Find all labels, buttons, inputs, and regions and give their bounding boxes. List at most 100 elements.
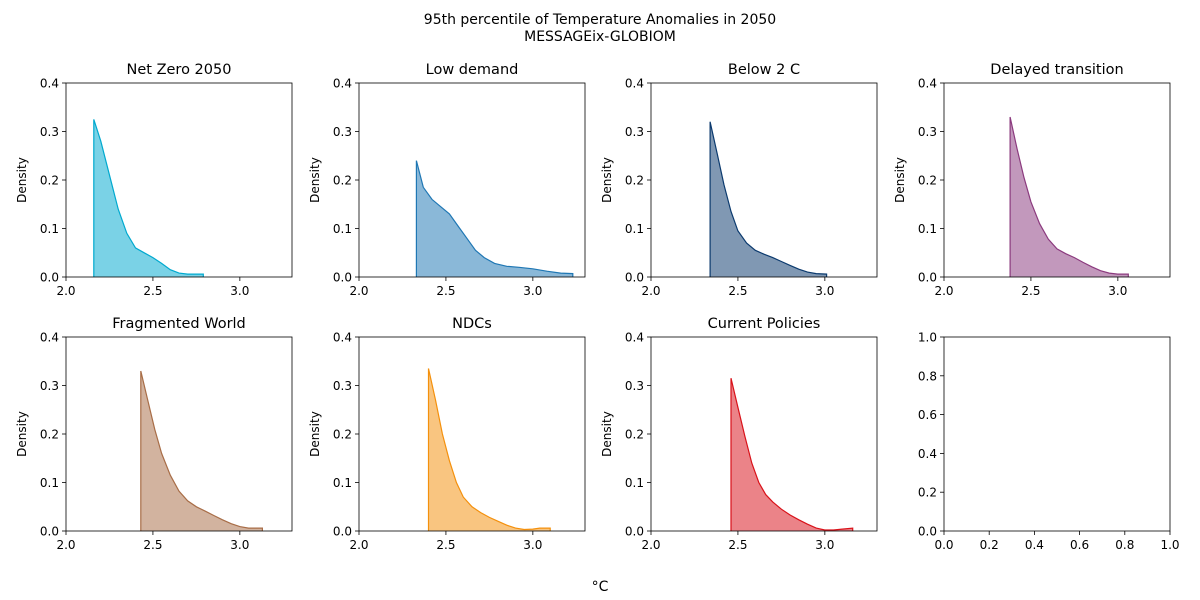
x-tick-label: 2.0 bbox=[641, 284, 660, 298]
density-area bbox=[710, 121, 827, 277]
axes-frame bbox=[943, 336, 1171, 532]
y-tick-label: 0.3 bbox=[625, 125, 644, 139]
y-tick-label: 0.3 bbox=[40, 379, 59, 393]
x-tick-label: 2.0 bbox=[349, 284, 368, 298]
y-tick-label: 0.3 bbox=[333, 125, 352, 139]
density-line bbox=[730, 378, 854, 531]
x-tick-label: 3.0 bbox=[815, 284, 834, 298]
axes-frame bbox=[943, 82, 1171, 278]
y-tick-label: 0.6 bbox=[918, 408, 937, 422]
x-tick-label: 0.4 bbox=[1025, 538, 1044, 552]
y-tick-label: 0.2 bbox=[918, 174, 937, 188]
panel-4: 2.0 2.5 3.0 0.0 0.1 0.2 0.3 0.4 Delayed transiti… bbox=[893, 62, 1171, 298]
y-tick-label: 0.8 bbox=[918, 369, 937, 383]
y-axis-label: Density bbox=[600, 411, 614, 457]
y-tick-label: 0.1 bbox=[333, 222, 352, 236]
subplot-title: Fragmented World bbox=[112, 316, 246, 332]
y-tick-label: 0.4 bbox=[40, 331, 59, 345]
y-tick-label: 0.0 bbox=[333, 525, 352, 539]
subplot-title: NDCs bbox=[452, 316, 492, 332]
panel-grid: 2.0 2.5 3.0 0.0 0.1 0.2 0.3 0.4 Net Zero 2050 Den… bbox=[15, 62, 1180, 552]
x-tick-label: 0.6 bbox=[1070, 538, 1089, 552]
x-tick-label: 1.0 bbox=[1160, 538, 1179, 552]
y-tick-label: 0.4 bbox=[625, 331, 644, 345]
x-tick-label: 2.5 bbox=[436, 284, 455, 298]
y-tick-label: 0.1 bbox=[40, 476, 59, 490]
x-tick-label: 2.0 bbox=[349, 538, 368, 552]
y-tick-label: 0.4 bbox=[40, 77, 59, 91]
y-axis-label: Density bbox=[15, 157, 29, 203]
density-area bbox=[428, 368, 551, 531]
y-tick-label: 0.2 bbox=[40, 428, 59, 442]
panel-7: 2.0 2.5 3.0 0.0 0.1 0.2 0.3 0.4 Current Policies… bbox=[600, 316, 878, 552]
y-axis-label: Density bbox=[308, 411, 322, 457]
y-axis-label: Density bbox=[15, 411, 29, 457]
density-line bbox=[415, 160, 574, 277]
x-tick-label: 0.2 bbox=[980, 538, 999, 552]
x-tick-label: 3.0 bbox=[230, 284, 249, 298]
x-tick-label: 3.0 bbox=[523, 538, 542, 552]
y-tick-label: 0.0 bbox=[40, 271, 59, 285]
panel-1: 2.0 2.5 3.0 0.0 0.1 0.2 0.3 0.4 Net Zero 2050 Den… bbox=[15, 62, 293, 298]
density-line bbox=[140, 370, 263, 531]
axes-frame bbox=[650, 82, 878, 278]
density-line bbox=[427, 368, 551, 531]
y-tick-label: 0.0 bbox=[625, 525, 644, 539]
y-tick-label: 0.2 bbox=[333, 174, 352, 188]
x-tick-label: 3.0 bbox=[1108, 284, 1127, 298]
subplot-title: Current Policies bbox=[708, 316, 821, 332]
y-tick-label: 0.4 bbox=[918, 447, 937, 461]
y-tick-label: 0.4 bbox=[918, 77, 937, 91]
y-tick-label: 0.0 bbox=[918, 271, 937, 285]
y-tick-label: 0.4 bbox=[333, 77, 352, 91]
density-area bbox=[140, 371, 263, 531]
x-tick-label: 2.5 bbox=[728, 538, 747, 552]
x-tick-label: 2.5 bbox=[728, 284, 747, 298]
density-area bbox=[1010, 117, 1129, 277]
y-tick-label: 0.2 bbox=[625, 174, 644, 188]
subplot-title: Below 2 C bbox=[728, 62, 800, 78]
y-tick-label: 0.3 bbox=[625, 379, 644, 393]
y-tick-label: 0.2 bbox=[40, 174, 59, 188]
y-tick-label: 0.4 bbox=[625, 77, 644, 91]
y-tick-label: 0.2 bbox=[333, 428, 352, 442]
figure-x-axis-label: °C bbox=[592, 579, 609, 595]
x-tick-label: 3.0 bbox=[815, 538, 834, 552]
density-line bbox=[1009, 116, 1129, 277]
figure-title-line1: 95th percentile of Temperature Anomalies… bbox=[424, 12, 776, 28]
x-tick-label: 0.8 bbox=[1115, 538, 1134, 552]
density-area bbox=[93, 119, 204, 278]
y-tick-label: 0.1 bbox=[625, 476, 644, 490]
density-area bbox=[731, 378, 853, 531]
x-tick-label: 2.5 bbox=[436, 538, 455, 552]
y-axis-label: Density bbox=[893, 157, 907, 203]
y-tick-label: 0.3 bbox=[918, 125, 937, 139]
x-tick-label: 3.0 bbox=[230, 538, 249, 552]
subplot-title: Delayed transition bbox=[990, 62, 1123, 78]
y-tick-label: 0.2 bbox=[625, 428, 644, 442]
y-tick-label: 1.0 bbox=[918, 331, 937, 345]
panel-3: 2.0 2.5 3.0 0.0 0.1 0.2 0.3 0.4 Below 2 C Density bbox=[600, 62, 878, 298]
density-line bbox=[709, 121, 828, 277]
x-tick-label: 2.0 bbox=[641, 538, 660, 552]
y-tick-label: 0.0 bbox=[40, 525, 59, 539]
axes-frame bbox=[358, 336, 586, 532]
y-axis-label: Density bbox=[600, 157, 614, 203]
subplot-title: Low demand bbox=[426, 62, 519, 78]
panel-8: 0.0 0.2 0.4 0.6 0.8 1.0 0.0 0.2 0.4 0.6 0.8 1.0 bbox=[918, 331, 1180, 553]
y-axis-label: Density bbox=[308, 157, 322, 203]
panel-6: 2.0 2.5 3.0 0.0 0.1 0.2 0.3 0.4 NDCs Density bbox=[308, 316, 586, 552]
density-area bbox=[416, 160, 573, 277]
y-tick-label: 0.1 bbox=[333, 476, 352, 490]
x-tick-label: 2.0 bbox=[56, 538, 75, 552]
x-tick-label: 2.0 bbox=[934, 284, 953, 298]
y-tick-label: 0.3 bbox=[40, 125, 59, 139]
x-tick-label: 2.5 bbox=[143, 284, 162, 298]
y-tick-label: 0.0 bbox=[625, 271, 644, 285]
x-tick-label: 3.0 bbox=[523, 284, 542, 298]
y-tick-label: 0.1 bbox=[40, 222, 59, 236]
figure-title-line2: MESSAGEix-GLOBIOM bbox=[524, 29, 676, 45]
y-tick-label: 0.1 bbox=[918, 222, 937, 236]
y-tick-label: 0.0 bbox=[918, 525, 937, 539]
